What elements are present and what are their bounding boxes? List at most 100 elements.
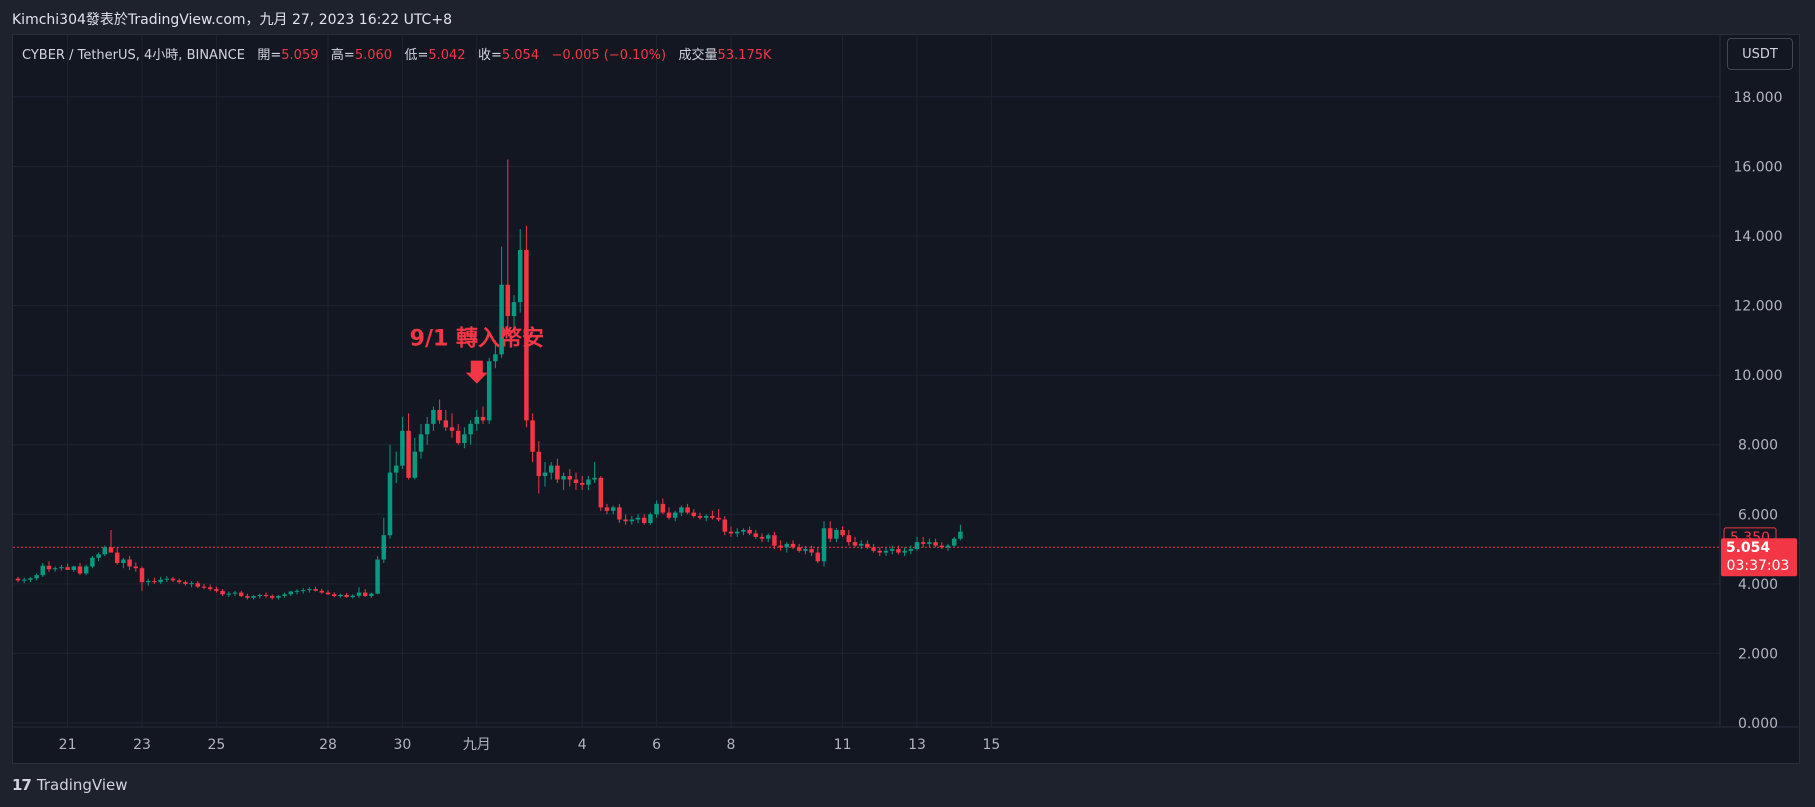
candle-body [778,545,783,548]
candle-body [660,503,666,513]
candlestick-chart[interactable]: 9/1 轉入幣安 0.000 2.000 4.000 6.000 8.000 10.000… [13,35,1799,763]
price-axis[interactable]: 0.000 2.000 4.000 6.000 8.000 10.000 12.000 14.… [1734,90,1783,732]
candle-body [189,583,194,585]
candle-body [52,568,58,570]
last-price-label: 5.054 [1726,540,1771,556]
ohlc-legend: CYBER / TetherUS, 4小時, BINANCE 開=5.059 高… [22,44,772,63]
candle-body [945,545,951,548]
candle-body [443,420,449,428]
last-price-badge: 5.054 03:37:03 [1721,538,1797,577]
candle-body [697,516,703,518]
candle-body [927,542,932,544]
candle-body [214,589,219,591]
candle-body [344,595,349,598]
grid-lines [13,35,1720,727]
candle-body [331,594,337,597]
x-tick-label: 30 [393,737,411,753]
candle-body [871,547,876,551]
candle-body [183,582,188,584]
candle-body [858,543,864,546]
footer-branding[interactable]: 17 TradingView [12,776,128,794]
volume-label: 成交量 [678,48,718,63]
candle-body [319,590,325,593]
candle-body [610,507,616,511]
candle-body [96,554,101,558]
x-tick-label: 25 [207,737,225,753]
candle-body [666,512,672,518]
candle-body [914,542,920,550]
y-tick-label: 12.000 [1734,299,1783,315]
candle-body [846,535,852,543]
candle-body [505,284,511,317]
high-value: 5.060 [354,48,393,63]
candle-body [90,557,95,567]
countdown-label: 03:37:03 [1727,558,1790,574]
candle-body [530,420,535,452]
y-tick-label: 0.000 [1738,716,1778,732]
candle-body [139,568,145,583]
candle-body [350,595,356,598]
low-value: 5.042 [428,48,466,63]
candle-body [517,249,523,303]
close-label: 收= [477,48,502,63]
open-value: 5.059 [281,48,319,63]
candle-body [865,543,870,548]
candle-body [362,592,368,597]
candle-body [232,592,238,594]
candle-body [220,590,225,595]
candle-body [152,581,157,583]
candle-body [356,592,362,596]
candle-body [728,531,734,534]
candle-body [276,596,281,598]
x-tick-label: 4 [578,737,587,753]
high-label: 高= [330,48,355,63]
currency-button[interactable]: USDT [1727,38,1793,70]
annotation-arrow-icon [465,360,488,384]
candle-body [852,542,858,546]
candle-body [629,519,635,522]
candle-body [127,559,132,567]
candle-body [834,529,839,539]
candle-body [499,284,504,355]
candle-body [307,589,312,591]
candle-body [803,549,808,551]
candle-body [939,545,945,548]
x-tick-label: 21 [59,737,77,753]
candle-body [635,517,641,520]
candle-body [796,547,802,551]
time-axis[interactable]: 21 23 25 28 30 九月 4 6 8 11 13 15 [59,737,1001,753]
candle-body [449,427,455,431]
chart-frame[interactable]: 9/1 轉入幣安 0.000 2.000 4.000 6.000 8.000 10.000… [12,34,1800,764]
brand-name: TradingView [36,776,128,794]
candle-body [133,566,139,569]
candle-body [703,516,709,518]
candle-body [369,593,374,597]
symbol-label[interactable]: CYBER / TetherUS, 4小時, BINANCE [22,48,245,63]
candle-body [827,528,833,539]
candle-body [734,531,740,534]
candle-body [257,595,263,597]
candle-body [722,519,728,532]
candle-body [623,519,628,522]
y-tick-label: 8.000 [1738,438,1778,454]
candle-body [759,536,765,539]
candle-body [592,477,597,480]
candle-body [561,476,566,480]
x-tick-label: 11 [834,737,852,753]
x-tick-label: 九月 [463,737,491,753]
candle-body [790,543,796,548]
candle-body [809,549,814,553]
candle-body [108,547,114,553]
candle-body [195,583,201,587]
x-tick-label: 15 [982,737,1000,753]
y-tick-label: 2.000 [1738,646,1778,662]
candle-body [474,416,480,424]
candle-body [59,567,64,569]
candle-body [34,575,39,579]
candle-body [902,550,907,553]
x-tick-label: 13 [908,737,926,753]
candle-body [238,592,244,597]
candle-body [951,538,957,546]
candle-body [883,550,889,553]
candle-body [462,434,467,443]
